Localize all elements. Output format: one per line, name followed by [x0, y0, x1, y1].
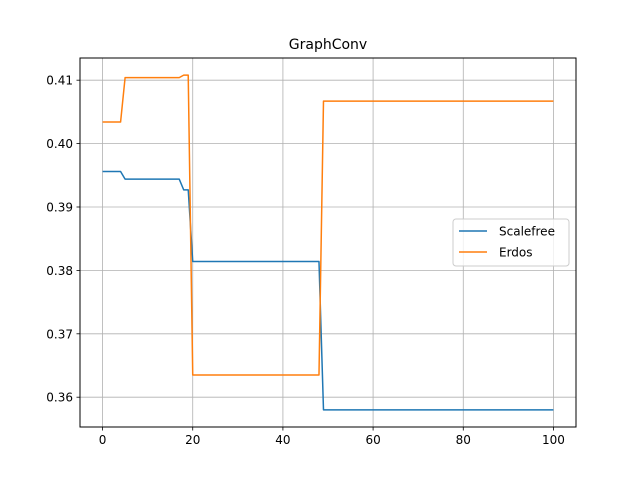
- plot-frame: [79, 57, 577, 428]
- x-tick-label: 80: [456, 433, 471, 447]
- x-tick-label: 60: [365, 433, 380, 447]
- x-tick-label: 0: [99, 433, 107, 447]
- series-line-erdos: [102, 74, 554, 376]
- series-line-scalefree: [102, 170, 554, 411]
- chart-title: GraphConv: [289, 37, 367, 53]
- y-tick-label: 0.40: [46, 137, 73, 151]
- legend-label: Scalefree: [499, 225, 555, 239]
- x-tick-label: 40: [275, 433, 290, 447]
- y-tick-label: 0.41: [46, 74, 73, 88]
- grid-lines: [80, 58, 576, 427]
- y-tick-label: 0.38: [46, 264, 73, 278]
- y-tick-label: 0.39: [46, 200, 73, 214]
- y-tick-label: 0.36: [46, 391, 73, 405]
- legend-label: Erdos: [499, 246, 533, 260]
- x-tick-label: 100: [542, 433, 565, 447]
- y-tick-label: 0.37: [46, 327, 73, 341]
- axis-ticks: 0 20 40 60 80 100 0.36 0.37 0.38 0.39 0.40 0.41: [46, 74, 565, 447]
- legend: Scalefree Erdos: [452, 218, 570, 267]
- series-lines: [102, 74, 554, 411]
- x-tick-label: 20: [185, 433, 200, 447]
